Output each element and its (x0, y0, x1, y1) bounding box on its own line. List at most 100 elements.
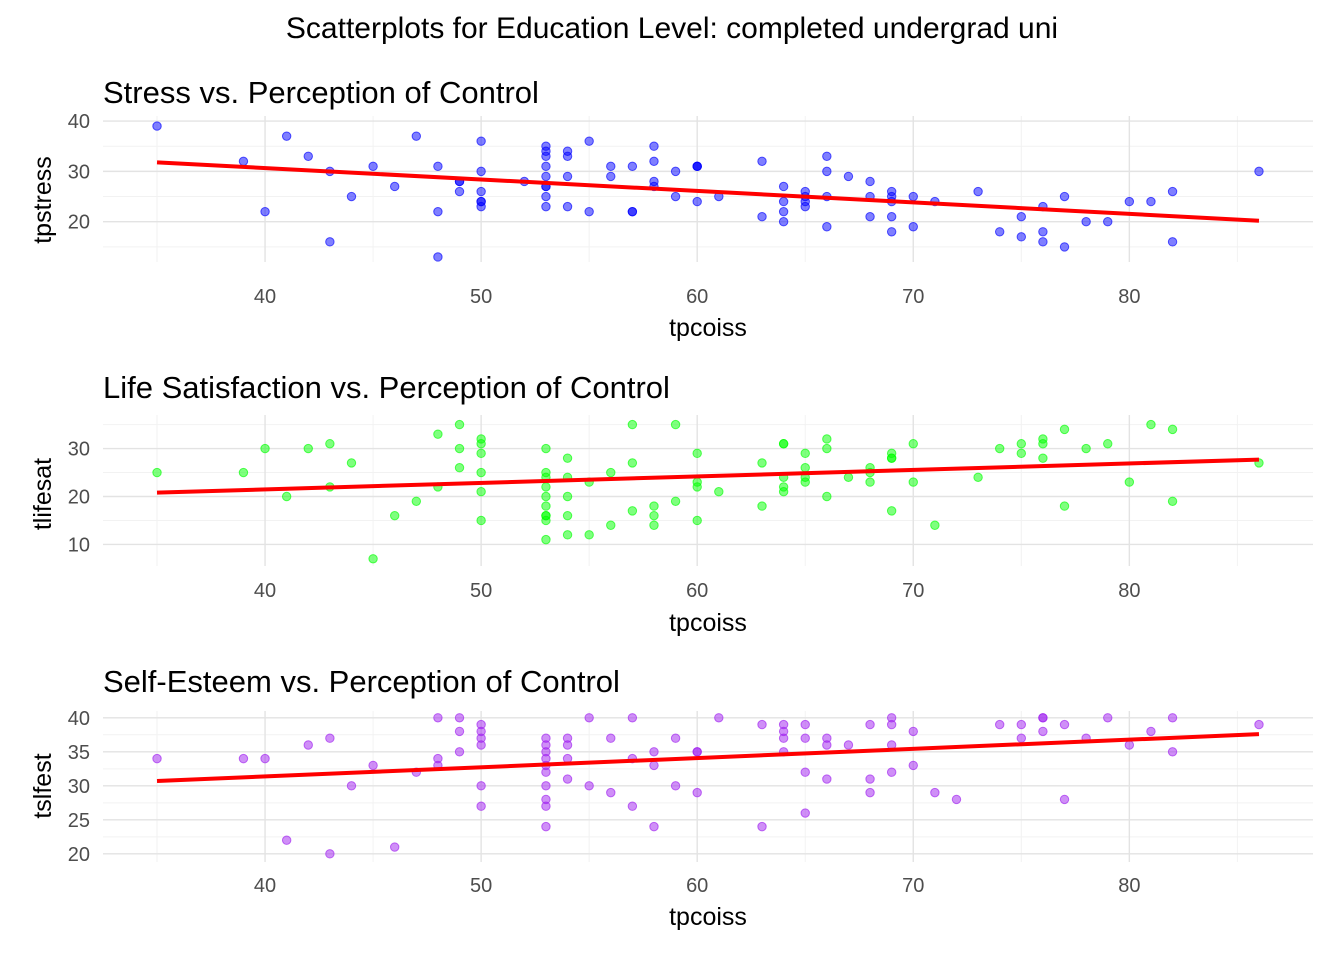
data-point (541, 443, 551, 454)
data-point (411, 496, 422, 506)
data-point (1038, 237, 1048, 247)
data-point (800, 767, 810, 777)
data-point (1254, 719, 1264, 730)
data-point (346, 191, 357, 202)
x-tick-label: 70 (902, 580, 924, 602)
data-point (757, 719, 767, 730)
x-axis-label: tpcoiss (669, 314, 747, 342)
x-tick-label: 50 (470, 580, 492, 602)
data-point (562, 774, 573, 784)
data-point (692, 448, 702, 459)
data-point (281, 835, 292, 845)
data-point (454, 747, 465, 757)
data-point (692, 482, 702, 492)
data-point (238, 753, 249, 764)
data-point (476, 781, 486, 791)
y-tick-label: 30 (68, 439, 90, 461)
data-point (800, 463, 810, 473)
x-tick-label: 80 (1118, 875, 1140, 897)
data-point (411, 131, 422, 141)
data-points (152, 419, 1264, 564)
data-point (649, 141, 659, 151)
data-point (1081, 217, 1091, 227)
data-point (433, 252, 443, 262)
data-point (1167, 496, 1178, 506)
data-point (541, 781, 551, 791)
data-point (1016, 211, 1027, 222)
data-point (584, 530, 594, 540)
data-point (865, 787, 875, 798)
data-point (541, 482, 551, 492)
data-point (757, 501, 767, 511)
data-point (1124, 477, 1135, 487)
y-axis-label: tslfest (29, 753, 57, 818)
y-tick-label: 40 (68, 111, 90, 133)
data-point (778, 486, 789, 497)
data-point (908, 222, 918, 232)
data-point (800, 201, 810, 212)
data-point (843, 171, 854, 182)
data-point (908, 477, 918, 487)
data-point (260, 753, 270, 764)
data-point (822, 774, 832, 784)
data-point (1146, 196, 1156, 207)
data-point (757, 211, 767, 222)
data-point (1038, 453, 1048, 463)
data-point (800, 733, 810, 743)
data-point (584, 136, 594, 146)
data-point (865, 176, 875, 187)
data-point (1038, 713, 1048, 723)
data-point (886, 506, 897, 516)
data-point (1124, 196, 1135, 207)
data-point (973, 186, 983, 197)
data-point (886, 227, 897, 237)
data-point (454, 463, 465, 473)
data-point (994, 719, 1005, 730)
data-point (1167, 424, 1178, 435)
data-point (692, 787, 702, 798)
data-point (303, 443, 313, 454)
data-point (800, 808, 810, 818)
data-point (584, 206, 594, 217)
trend-line (156, 457, 1260, 495)
data-point (670, 496, 681, 506)
data-point (325, 439, 335, 449)
data-point (562, 201, 573, 212)
data-point (908, 191, 918, 202)
data-point (541, 821, 551, 832)
data-point (1167, 237, 1178, 247)
data-point (562, 510, 573, 521)
data-point (930, 787, 940, 798)
data-point (476, 166, 486, 177)
data-point (454, 186, 465, 197)
y-tick-label: 40 (68, 708, 90, 730)
data-point (843, 740, 854, 750)
data-point (1016, 448, 1027, 459)
data-point (606, 161, 616, 172)
data-point (368, 760, 378, 771)
data-point (1038, 227, 1048, 237)
data-point (627, 713, 638, 723)
y-tick-label: 20 (68, 486, 90, 508)
data-point (1016, 232, 1027, 242)
y-tick-label: 20 (68, 844, 90, 866)
data-point (627, 506, 638, 516)
data-point (454, 443, 465, 454)
data-point (389, 181, 400, 192)
data-point (389, 510, 400, 521)
x-tick-label: 60 (686, 286, 708, 308)
data-point (260, 443, 270, 454)
data-point (649, 510, 659, 521)
data-point (865, 477, 875, 487)
data-point (1059, 794, 1070, 805)
chart-panel-3: 40 50 60 70 80 20 25 30 35 40 Self-Esteem vs. Perc… (29, 664, 1313, 931)
data-point (476, 801, 486, 811)
data-point (778, 439, 789, 449)
x-tick-label: 80 (1118, 580, 1140, 602)
data-point (541, 491, 551, 502)
data-point (692, 515, 702, 526)
data-point (1059, 242, 1070, 252)
data-point (865, 774, 875, 784)
y-tick-label: 30 (68, 161, 90, 183)
